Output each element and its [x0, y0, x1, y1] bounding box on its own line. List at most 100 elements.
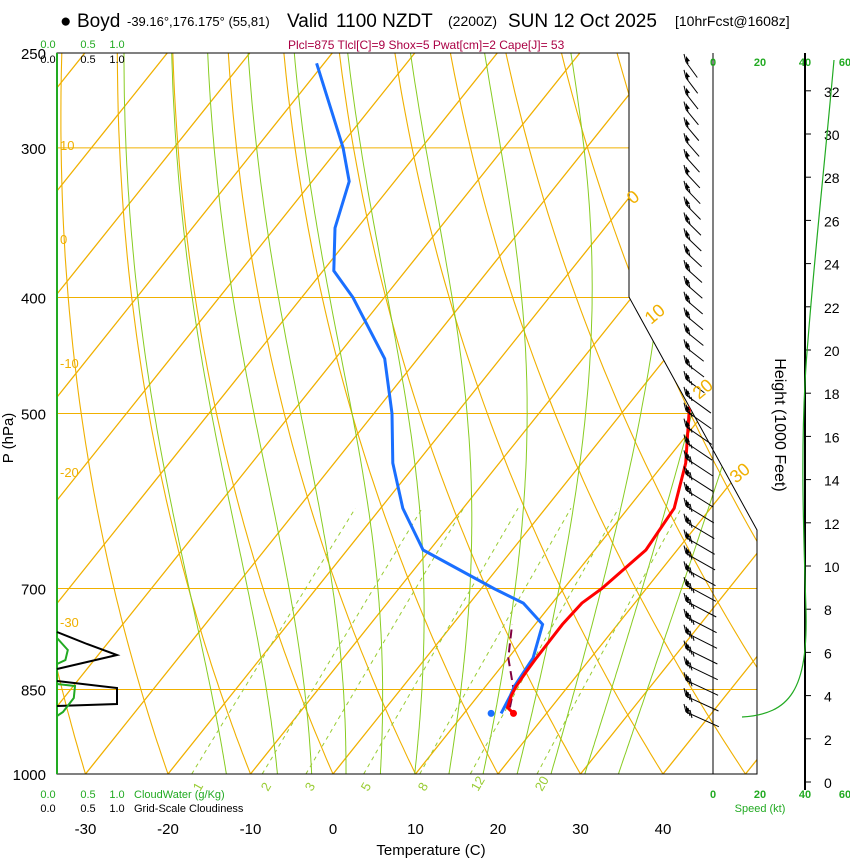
mixing-ratio-1 [191, 508, 356, 774]
barb-flag [689, 551, 693, 560]
wind-barb [683, 624, 718, 649]
barb-pennant [686, 436, 690, 443]
barb-pennant [686, 420, 690, 427]
x-tick-0: 0 [329, 821, 337, 838]
barb-flag [683, 370, 687, 380]
cloudwater-bottom-tick-2: 1.0 [109, 789, 124, 801]
moist-adiabat-36 [609, 53, 757, 774]
height-tick-12: 12 [824, 516, 840, 532]
barb-pennant [686, 388, 690, 395]
barb-flag [689, 614, 693, 623]
barb-staff [685, 188, 701, 205]
barb-flag [683, 688, 687, 697]
barb-pennant [686, 119, 690, 126]
speed-bottom-tick-20: 20 [754, 789, 766, 801]
barb-flag [689, 535, 693, 544]
wind-barb [683, 339, 705, 362]
barb-flag [683, 196, 687, 205]
speed-bottom-tick-60: 60 [839, 789, 850, 801]
mixing-ratio-20 [536, 508, 682, 774]
barb-pennant [686, 373, 690, 380]
barb-half [690, 365, 693, 370]
wind-barb [683, 149, 700, 173]
wind-barb [683, 434, 713, 461]
barb-flag [689, 646, 693, 655]
barb-half [692, 620, 695, 625]
isotherm--70 [57, 53, 333, 774]
dry-adiabat--10 [116, 53, 262, 774]
moist-adiabat-8 [293, 53, 384, 774]
barb-pennant [686, 182, 690, 189]
stability-indices: Plcl=875 Tlcl[C]=9 Shox=5 Pwat[cm]=2 Cap… [288, 38, 565, 52]
x-tick-40: 40 [655, 821, 672, 838]
mixing-ratio-label-20: 20 [532, 773, 552, 793]
dry-adiabat-40 [391, 53, 680, 774]
barb-flag [683, 561, 687, 570]
cloudiness-top-tick-1: 0.5 [80, 54, 95, 66]
wind-barb [683, 164, 701, 189]
barb-flag [683, 244, 687, 253]
isotherm-label--20: -20 [60, 465, 79, 480]
isotherm-label-10: 10 [60, 138, 74, 153]
barb-pennant [686, 262, 690, 269]
barb-flag [683, 608, 687, 617]
barb-half [688, 252, 691, 257]
height-tick-2: 2 [824, 732, 832, 748]
height-tick-14: 14 [824, 473, 840, 489]
speed-top-tick-60: 60 [839, 57, 850, 69]
barb-staff [685, 283, 703, 299]
barb-flag [683, 323, 687, 332]
barb-pennant [686, 579, 690, 586]
wind-barb [683, 402, 712, 430]
mixing-ratio-label-3: 3 [302, 780, 319, 794]
barb-flag [689, 598, 693, 608]
mixing-ratio-3 [305, 508, 464, 774]
barb-staff [685, 251, 702, 268]
wind-barb [683, 53, 698, 78]
barb-pennant [686, 230, 690, 237]
barb-half [692, 652, 695, 657]
barb-half [690, 412, 693, 417]
barb-flag [683, 164, 687, 174]
barb-staff [685, 77, 699, 94]
axis-ticks: -30 -20 -10 0 10 20 30 402503004005007008501000… [13, 46, 754, 838]
wind-barb [683, 608, 717, 634]
barb-pennant [686, 531, 690, 538]
theta-label-0: 0 [623, 186, 644, 208]
x-tick-30: 30 [572, 821, 589, 838]
cloudiness-bottom-tick-2: 1.0 [109, 803, 124, 815]
mixing-ratio-label-12: 12 [468, 773, 488, 793]
dry-adiabat-0 [171, 53, 345, 774]
wind-barb [683, 656, 718, 681]
barb-flag [683, 497, 687, 507]
speed-height-panel: 0020204040606002468101214161820222426283… [710, 53, 850, 801]
barb-half [688, 188, 691, 193]
barb-staff [685, 267, 703, 283]
height-tick-32: 32 [824, 84, 840, 100]
barb-staff [685, 93, 699, 110]
barb-flag [683, 307, 687, 316]
cloudiness-bottom-tick-1: 0.5 [80, 803, 95, 815]
p-tick-300: 300 [21, 141, 46, 158]
cloudiness-top-tick-0: 0.0 [40, 54, 55, 66]
barb-flag [683, 101, 687, 110]
isotherm-label-0: 0 [60, 232, 67, 247]
barb-staff [685, 473, 714, 492]
p-tick-700: 700 [21, 581, 46, 598]
barb-flag [689, 472, 693, 481]
barb-pennant [686, 246, 690, 253]
barb-pennant [686, 87, 690, 94]
cloudwater-bottom-tick-1: 0.5 [80, 789, 95, 801]
dry-adiabat-120 [831, 32, 850, 800]
isotherm--50 [57, 53, 498, 774]
forecast-info: [10hrFcst@1608z] [675, 13, 790, 29]
barb-half [688, 204, 691, 209]
cloud-panel: 0.0 0.0 0.0 0.0 0.5 0.5 0.5 0.5 1.0 1.0 1.0 1.0 [40, 39, 124, 815]
barb-staff [685, 204, 701, 220]
isotherm-label--30: -30 [60, 615, 79, 630]
isotherm-0 [332, 53, 757, 774]
height-tick-10: 10 [824, 559, 840, 575]
barb-flag [689, 694, 693, 703]
barb-flag [683, 180, 687, 189]
barb-staff [685, 315, 704, 331]
